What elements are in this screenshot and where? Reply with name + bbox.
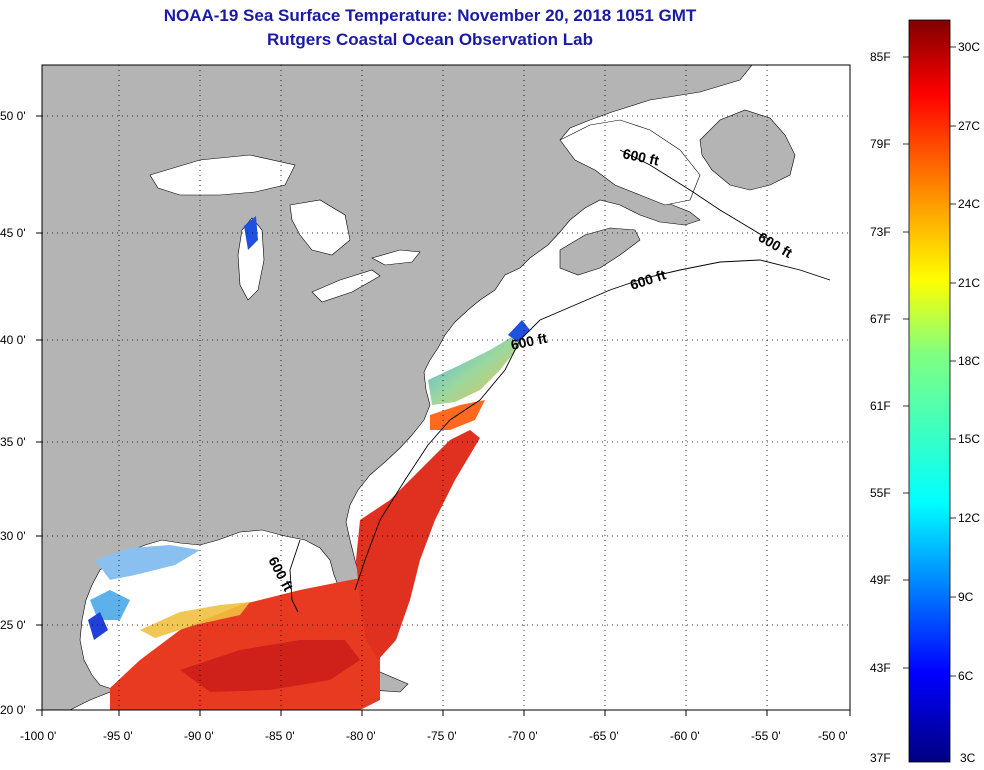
lake-erie (311, 269, 381, 303)
sst-lake-michigan (244, 216, 258, 250)
colorbar-celsius-label: 3C (960, 751, 976, 765)
colorbar-fahrenheit-label: 37F (870, 751, 891, 765)
lon-tick-label: -85 0' (265, 729, 295, 743)
sst-swath-gulf (88, 545, 380, 710)
lon-tick-label: -50 0' (818, 729, 848, 743)
lon-tick-label: -55 0' (751, 729, 781, 743)
lat-tick-label: 35 0' (0, 435, 26, 449)
lat-tick-label: 40 0' (0, 333, 26, 347)
longitude-labels: -100 0' -95 0' -90 0' -85 0' -80 0' -75 … (20, 729, 848, 743)
lon-tick-label: -80 0' (346, 729, 376, 743)
lake-huron (289, 199, 351, 256)
temperature-colorbar: 85F 79F 73F 67F 61F 55F 49F 43F 37F 30C … (870, 19, 980, 765)
lon-tick-label: -95 0' (103, 729, 133, 743)
lon-tick-label: -60 0' (670, 729, 700, 743)
lat-tick-label: 50 0' (0, 109, 26, 123)
tick-marks (36, 115, 851, 716)
nova-scotia-land (559, 227, 641, 276)
colorbar-celsius-label: 15C (958, 432, 980, 446)
colorbar-celsius-label: 21C (958, 276, 980, 290)
colorbar-celsius-label: 12C (958, 511, 980, 525)
lon-tick-label: -75 0' (427, 729, 457, 743)
lon-tick-label: -90 0' (184, 729, 214, 743)
lake-superior (149, 154, 296, 196)
lon-tick-label: -100 0' (20, 729, 56, 743)
lat-tick-label: 30 0' (0, 529, 26, 543)
colorbar-celsius-label: 18C (958, 354, 980, 368)
colorbar-fahrenheit-label: 67F (870, 312, 891, 326)
colorbar-gradient (908, 19, 951, 763)
lat-tick-label: 25 0' (0, 618, 26, 632)
lon-tick-label: -65 0' (589, 729, 619, 743)
lon-tick-label: -70 0' (508, 729, 538, 743)
colorbar-celsius-label: 6C (958, 669, 974, 683)
contour-label: 600 ft (621, 145, 660, 168)
map-subtitle: Rutgers Coastal Ocean Observation Lab (267, 30, 593, 49)
lake-ontario (371, 249, 421, 266)
colorbar-celsius-label: 24C (958, 197, 980, 211)
lat-tick-label: 45 0' (0, 226, 26, 240)
colorbar-fahrenheit-label: 55F (870, 486, 891, 500)
colorbar-fahrenheit-label: 49F (870, 573, 891, 587)
depth-contour-600ft (289, 149, 831, 613)
colorbar-fahrenheit-label: 79F (870, 137, 891, 151)
colorbar-fahrenheit-label: 85F (870, 50, 891, 64)
gulf-st-lawrence (559, 119, 701, 206)
colorbar-celsius-label: 27C (958, 119, 980, 133)
colorbar-fahrenheit-label: 43F (870, 661, 891, 675)
colorbar-fahrenheit-label: 61F (870, 399, 891, 413)
lat-tick-label: 20 0' (0, 703, 26, 717)
contour-label: 600 ft (509, 330, 548, 353)
newfoundland-land (699, 109, 796, 191)
map-title: NOAA-19 Sea Surface Temperature: Novembe… (163, 6, 697, 25)
map-frame (41, 64, 851, 711)
colorbar-celsius-label: 30C (958, 40, 980, 54)
latitude-labels: 50 0' 45 0' 40 0' 35 0' 30 0' 25 0' 20 0… (0, 109, 26, 717)
colorbar-fahrenheit-label: 73F (870, 225, 891, 239)
colorbar-celsius-label: 9C (958, 590, 974, 604)
